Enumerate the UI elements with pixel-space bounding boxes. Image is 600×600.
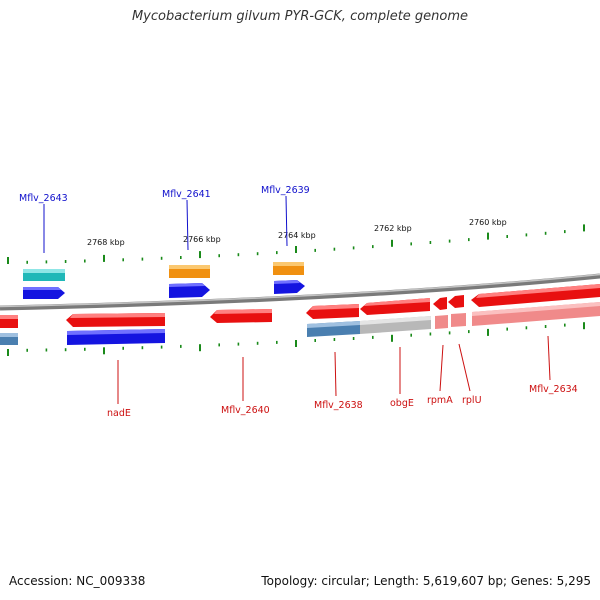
genome-backbone [0, 273, 600, 311]
cds-nade-red[interactable] [66, 313, 165, 327]
feature-orange-mflv-2641[interactable] [169, 265, 210, 278]
cds-mflv-2638[interactable] [306, 304, 359, 319]
genome-backbone-highlight [0, 273, 600, 308]
scale-ticks-inner [7, 322, 585, 356]
scale-label-2764: 2764 kbp [278, 231, 316, 240]
feature-steelblue-mflv-2638[interactable] [307, 321, 360, 337]
gene-label-mflv-2641[interactable]: Mflv_2641 [162, 189, 211, 200]
scale-label-2768: 2768 kbp [87, 238, 125, 247]
leader-rpma [439, 344, 444, 392]
feature-cyan-mflv-2643[interactable] [23, 269, 65, 281]
gene-label-obge[interactable]: obgE [390, 398, 414, 409]
cds-mflv-2634[interactable] [471, 284, 600, 307]
map-title: Mycobacterium gilvum PYR-GCK, complete g… [131, 9, 469, 24]
gene-label-mflv-2643[interactable]: Mflv_2643 [19, 193, 68, 204]
gene-label-rpma[interactable]: rpmA [427, 395, 453, 406]
feature-steelblue-left-partial[interactable] [0, 333, 18, 345]
cds-rpma[interactable] [433, 297, 447, 310]
cds-obge[interactable] [360, 298, 430, 315]
gene-label-mflv-2634[interactable]: Mflv_2634 [529, 384, 578, 395]
scale-label-2760: 2760 kbp [469, 218, 507, 227]
scale-label-2766: 2766 kbp [183, 235, 221, 244]
cds-mflv-2641[interactable] [169, 283, 210, 298]
feature-pink-rplu[interactable] [451, 313, 466, 327]
leader-rplu [458, 343, 471, 392]
gene-label-mflv-2639[interactable]: Mflv_2639 [261, 185, 310, 196]
scale-ticks-outer [7, 224, 585, 264]
feature-orange-mflv-2639[interactable] [273, 262, 304, 275]
cds-left-partial[interactable] [0, 315, 18, 328]
accession-text: Accession: NC_009338 [9, 574, 146, 588]
leader-mflv-2641 [186, 199, 189, 251]
leader-mflv-2634 [547, 335, 551, 381]
leader-mflv-2639 [285, 195, 288, 247]
feature-pink-rpma[interactable] [435, 315, 448, 329]
cds-rplu[interactable] [448, 295, 464, 308]
cds-mflv-2643[interactable] [23, 287, 65, 299]
gene-label-nade[interactable]: nadE [107, 408, 131, 419]
gene-label-rplu[interactable]: rplU [462, 395, 482, 406]
feature-pink-mflv-2634[interactable] [472, 302, 600, 326]
cds-mflv-2640[interactable] [210, 309, 272, 323]
cds-mflv-2639[interactable] [274, 280, 305, 294]
topology-text: Topology: circular; Length: 5,619,607 bp… [261, 574, 591, 588]
scale-label-2762: 2762 kbp [374, 224, 412, 233]
gene-label-mflv-2638[interactable]: Mflv_2638 [314, 400, 363, 411]
feature-gray-obge[interactable] [360, 316, 431, 334]
gene-label-mflv-2640[interactable]: Mflv_2640 [221, 405, 270, 416]
cds-nade-blue[interactable] [67, 329, 165, 345]
leader-mflv-2638 [334, 351, 337, 397]
